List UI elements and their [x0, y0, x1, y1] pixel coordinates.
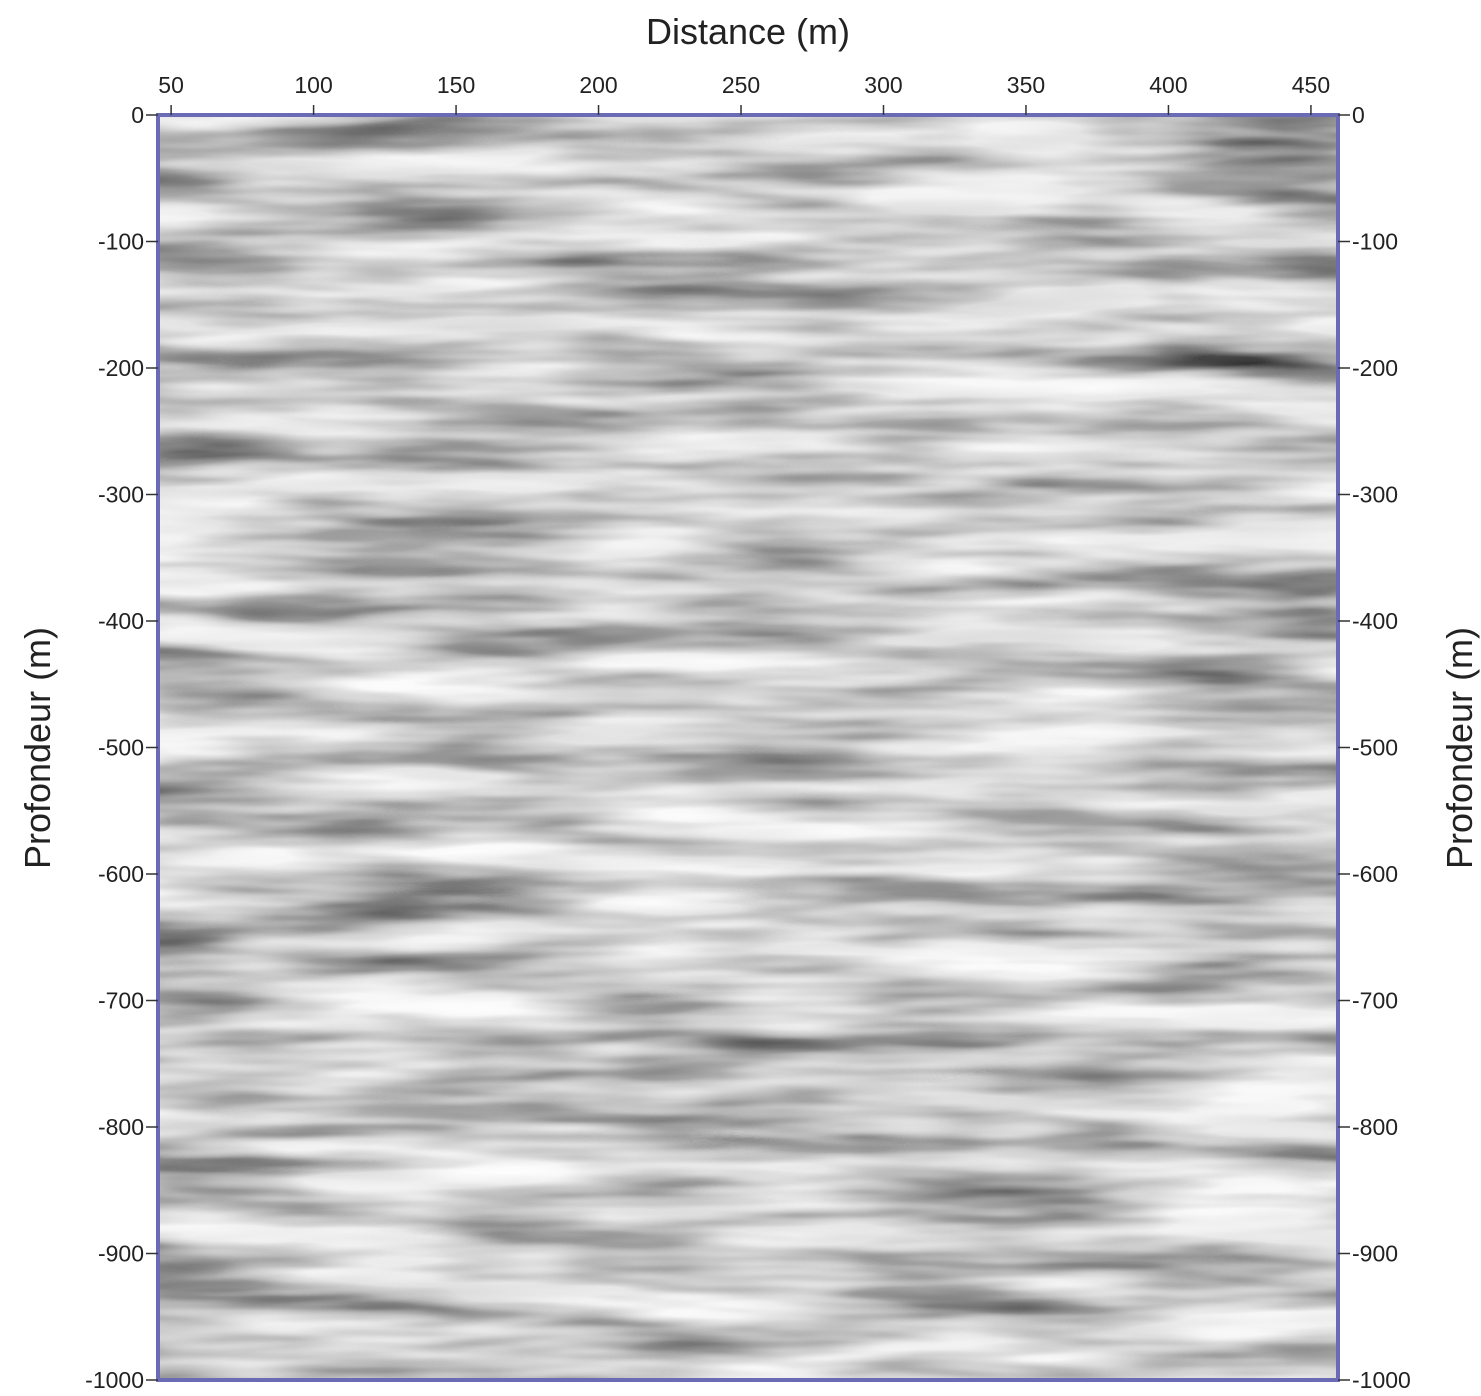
axes: 50 100 150 200 250 300 350 400 450 0 0 -100 -100 -200…	[85, 72, 1411, 1393]
x-tick-label: 150	[437, 72, 475, 98]
y-tick-label: 0	[131, 102, 144, 128]
y-tick-label: -200	[98, 355, 144, 381]
x-tick-label: 250	[722, 72, 760, 98]
y-tick-label: -800	[98, 1114, 144, 1140]
y-tick-label: -1000	[85, 1367, 144, 1391]
x-tick-label: 50	[158, 72, 184, 98]
y2-tick-label: -800	[1352, 1114, 1398, 1140]
y-tick-label: -300	[98, 482, 144, 508]
x-tick-label: 300	[864, 72, 902, 98]
y2-axis-label: Profondeur (m)	[1439, 627, 1480, 869]
x-tick-label: 100	[294, 72, 332, 98]
y2-tick-label: -700	[1352, 988, 1398, 1014]
x-tick-label: 450	[1292, 72, 1330, 98]
y2-tick-label: 0	[1352, 102, 1365, 128]
y2-tick-label: -400	[1352, 608, 1398, 634]
y2-tick-label: -600	[1352, 861, 1398, 887]
y2-tick-label: -500	[1352, 735, 1398, 761]
y-tick-label: -900	[98, 1241, 144, 1267]
seismic-image	[158, 115, 1338, 1380]
y-tick-label: -400	[98, 608, 144, 634]
y-tick-label: -600	[98, 861, 144, 887]
x-tick-label: 350	[1007, 72, 1045, 98]
y2-tick-label: -900	[1352, 1241, 1398, 1267]
y-tick-label: -500	[98, 735, 144, 761]
y-tick-label: -100	[98, 229, 144, 255]
y2-tick-label: -300	[1352, 482, 1398, 508]
y-axis-label: Profondeur (m)	[17, 627, 58, 869]
x-tick-label: 200	[579, 72, 617, 98]
y2-tick-label: -100	[1352, 229, 1398, 255]
x-tick-label: 400	[1149, 72, 1187, 98]
y2-tick-label: -200	[1352, 355, 1398, 381]
y2-tick-label: -1000	[1352, 1367, 1411, 1391]
y-tick-label: -700	[98, 988, 144, 1014]
x-axis-label: Distance (m)	[646, 11, 850, 52]
